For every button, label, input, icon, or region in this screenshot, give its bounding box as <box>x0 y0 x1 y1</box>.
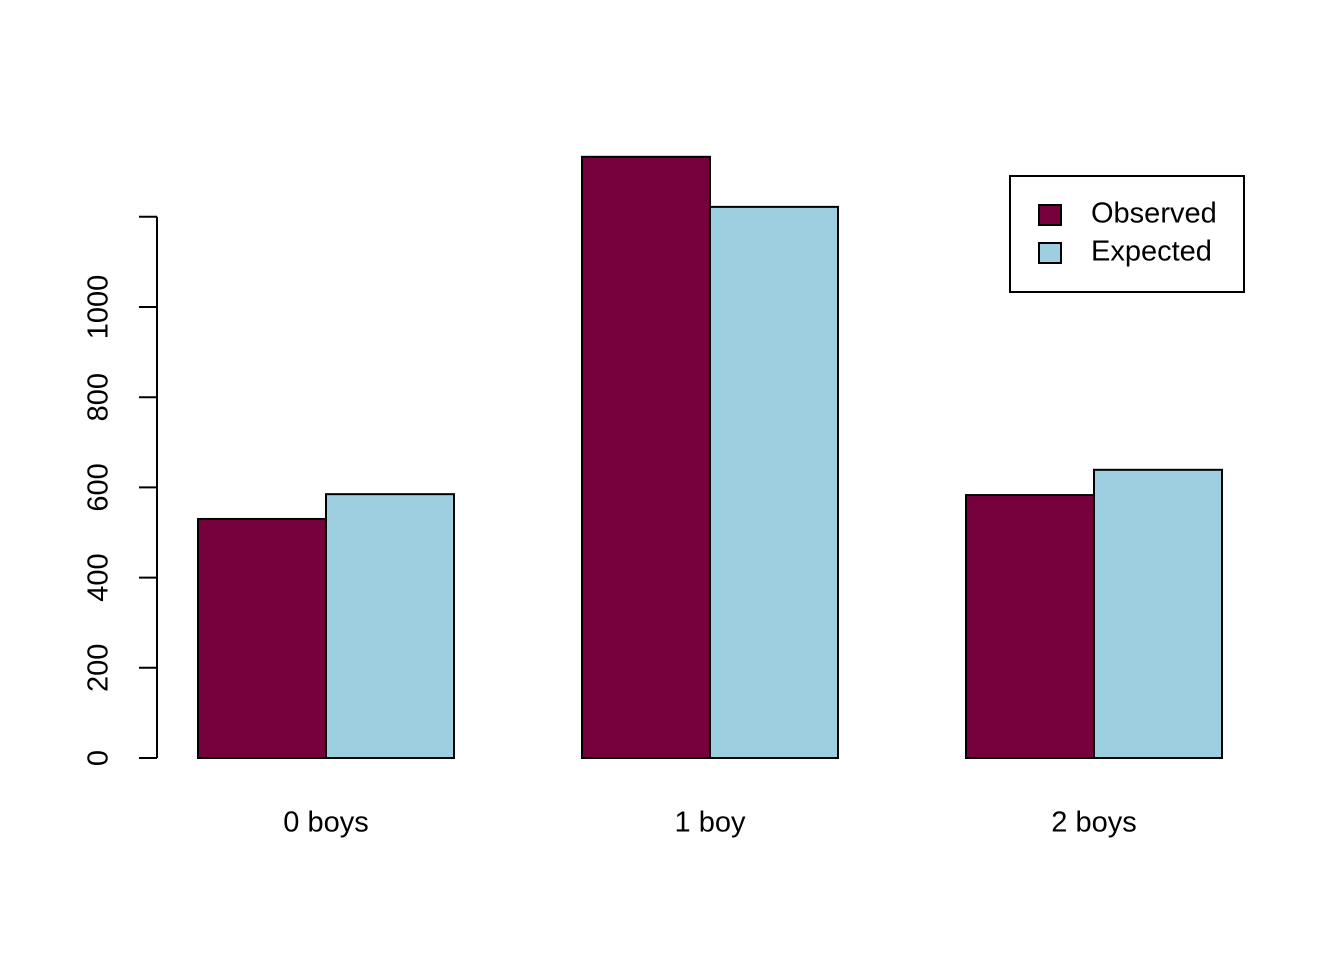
y-tick-label: 400 <box>83 553 115 601</box>
y-tick-label: 0 <box>83 750 115 766</box>
bar <box>581 155 711 759</box>
legend-swatch <box>1038 242 1062 264</box>
legend-swatch <box>1038 204 1062 226</box>
legend-label: Observed <box>1091 198 1217 230</box>
y-tick-label: 800 <box>83 373 115 421</box>
legend-label: Expected <box>1091 236 1212 268</box>
y-tick-label: 1000 <box>83 275 115 340</box>
bar <box>197 517 327 759</box>
x-tick-label: 1 boy <box>675 807 746 839</box>
bar <box>965 494 1095 759</box>
bar <box>709 205 839 760</box>
legend-box <box>1009 175 1245 293</box>
x-tick-label: 0 boys <box>283 807 368 839</box>
y-tick-label: 600 <box>83 463 115 511</box>
y-tick-label: 200 <box>83 644 115 692</box>
legend: Observed Expected <box>1009 175 1245 293</box>
x-tick-label: 2 boys <box>1051 807 1136 839</box>
bar <box>325 493 455 759</box>
bar <box>1093 468 1223 759</box>
